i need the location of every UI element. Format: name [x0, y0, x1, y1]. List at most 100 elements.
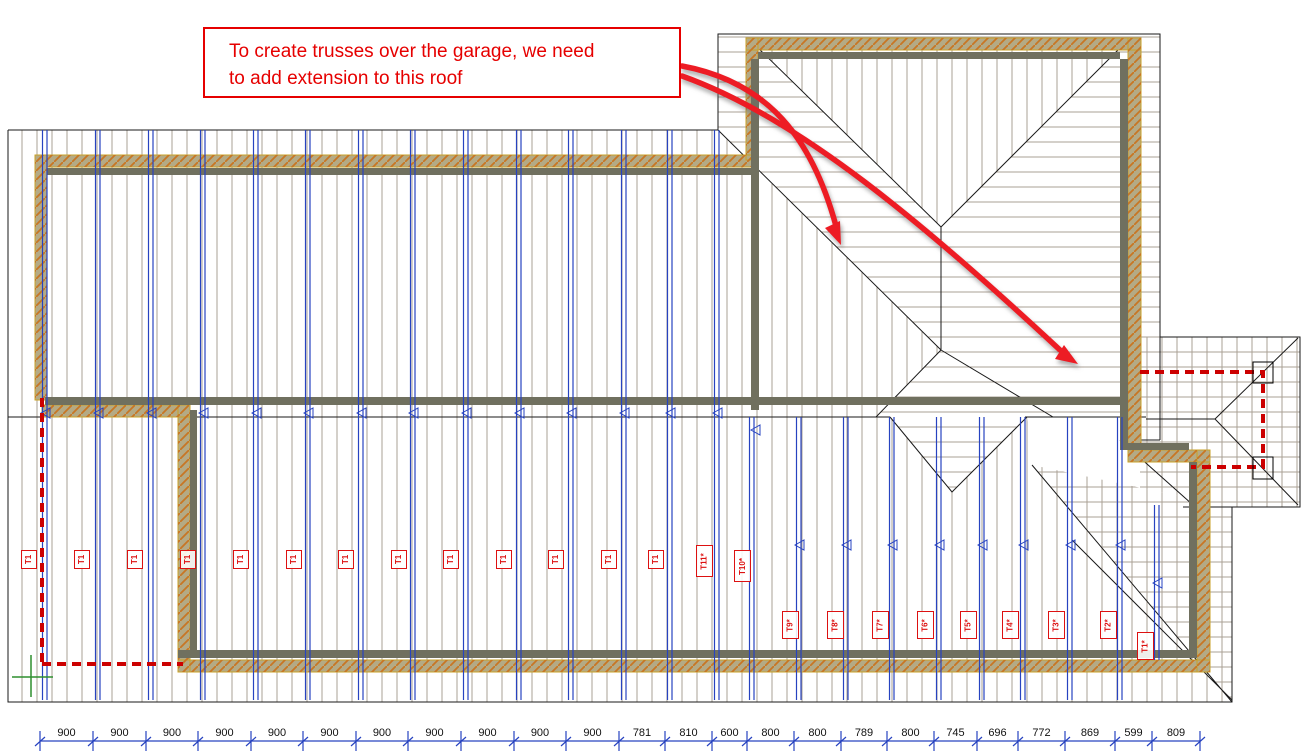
truss-direction-marker-icon [749, 424, 761, 436]
dimension-tick-icon [928, 731, 940, 751]
callout-text-line2: to add extension to this roof [229, 67, 463, 89]
truss-direction-marker-icon [664, 407, 676, 419]
annotation-arrowhead-2 [1055, 345, 1078, 364]
dimension-value: 789 [855, 727, 873, 739]
truss-line[interactable] [620, 130, 627, 700]
dimension-strip[interactable]: 900 900 900 900 900 900 900 900 900 900 900 781 810 6… [34, 727, 1206, 751]
dimension-value: 781 [633, 727, 651, 739]
dimension-value: 900 [163, 727, 181, 739]
dimension-tick-icon [350, 731, 362, 751]
dimension-tick-icon [297, 731, 309, 751]
dimension-value: 800 [761, 727, 779, 739]
truss-line[interactable] [713, 130, 720, 700]
truss-direction-marker-icon [460, 407, 472, 419]
dimension-tick-icon [87, 731, 99, 751]
truss-direction-marker-icon [250, 407, 262, 419]
truss-direction-marker-icon [513, 407, 525, 419]
truss-line[interactable] [199, 130, 206, 700]
dimension-tick-icon [881, 731, 893, 751]
truss-direction-marker-icon [886, 539, 898, 551]
dimension-tick-icon [34, 731, 46, 751]
truss-direction-marker-icon [793, 539, 805, 551]
dimension-value: 900 [478, 727, 496, 739]
roof-plane-hatching [8, 34, 1300, 702]
truss-line[interactable] [515, 130, 522, 700]
truss-direction-marker-icon [1017, 539, 1029, 551]
dimension-tick-icon [245, 731, 257, 751]
truss-direction-marker-icon [1064, 539, 1076, 551]
extension-dashed-outline[interactable] [40, 370, 1265, 666]
dimension-value: 900 [373, 727, 391, 739]
truss-direction-marker-icon [711, 407, 723, 419]
dimension-tick-icon [192, 731, 204, 751]
truss-line[interactable] [1066, 417, 1073, 700]
dimension-value: 800 [901, 727, 919, 739]
truss-marker-group [39, 407, 1163, 589]
dimension-value: 800 [808, 727, 826, 739]
truss-direction-marker-icon [92, 407, 104, 419]
dimension-tick-icon [402, 731, 414, 751]
truss-direction-marker-icon [976, 539, 988, 551]
truss-line[interactable] [357, 130, 364, 700]
truss-line[interactable] [666, 130, 673, 700]
truss-line[interactable] [409, 130, 416, 700]
dimension-value: 900 [110, 727, 128, 739]
dimension-tick-icon [140, 731, 152, 751]
truss-line[interactable] [304, 130, 311, 700]
dimension-value: 869 [1081, 727, 1099, 739]
truss-direction-marker-icon [302, 407, 314, 419]
dimension-value: 900 [215, 727, 233, 739]
dimension-tick-icon [613, 731, 625, 751]
dimension-value: 745 [946, 727, 964, 739]
truss-line[interactable] [795, 417, 802, 700]
dimension-value: 772 [1032, 727, 1050, 739]
truss-direction-marker-icon [39, 407, 51, 419]
dimension-value: 809 [1167, 727, 1185, 739]
beam-lines [45, 52, 1197, 658]
truss-line[interactable] [935, 417, 942, 700]
truss-direction-marker-icon [145, 407, 157, 419]
dimension-value: 900 [425, 727, 443, 739]
dimension-tick-icon [455, 731, 467, 751]
truss-line[interactable] [978, 417, 985, 700]
dimension-tick-icon [560, 731, 572, 751]
annotation-arrowhead-1 [825, 221, 841, 245]
annotation-arrow-curve-1[interactable] [679, 63, 839, 229]
dimension-value: 900 [57, 727, 75, 739]
truss-direction-marker-icon [840, 539, 852, 551]
dimension-value: 900 [268, 727, 286, 739]
dimension-tick-icon [788, 731, 800, 751]
truss-direction-marker-icon [618, 407, 630, 419]
truss-direction-marker-icon [197, 407, 209, 419]
dimension-value: 696 [988, 727, 1006, 739]
callout-box[interactable]: To create trusses over the garage, we ne… [203, 27, 681, 98]
dimension-value: 599 [1124, 727, 1142, 739]
truss-line[interactable] [1116, 417, 1123, 700]
truss-direction-marker-icon [933, 539, 945, 551]
dimension-tick-icon [1109, 731, 1121, 751]
dimension-tick-icon [706, 731, 718, 751]
truss-line[interactable] [462, 130, 469, 700]
dimension-tick-icon [1194, 731, 1206, 751]
truss-direction-marker-icon [1151, 577, 1163, 589]
dimension-value: 900 [531, 727, 549, 739]
callout-text-line1: To create trusses over the garage, we ne… [229, 41, 595, 62]
truss-line[interactable] [252, 130, 259, 700]
dimension-tick-icon [971, 731, 983, 751]
annotation-arrow-curve-2[interactable] [679, 73, 1063, 353]
dimension-value: 900 [583, 727, 601, 739]
dimension-value: 600 [720, 727, 738, 739]
truss-line[interactable] [147, 130, 154, 700]
truss-line[interactable] [888, 417, 895, 700]
dimension-tick-icon [741, 731, 753, 751]
annotation-arrows[interactable] [679, 63, 1078, 364]
truss-line[interactable] [94, 130, 101, 700]
dimension-tick-icon [659, 731, 671, 751]
truss-line[interactable] [567, 130, 574, 700]
dimension-tick-icon [835, 731, 847, 751]
truss-line[interactable] [1019, 417, 1026, 700]
truss-direction-marker-icon [407, 407, 419, 419]
truss-line[interactable] [842, 417, 849, 700]
